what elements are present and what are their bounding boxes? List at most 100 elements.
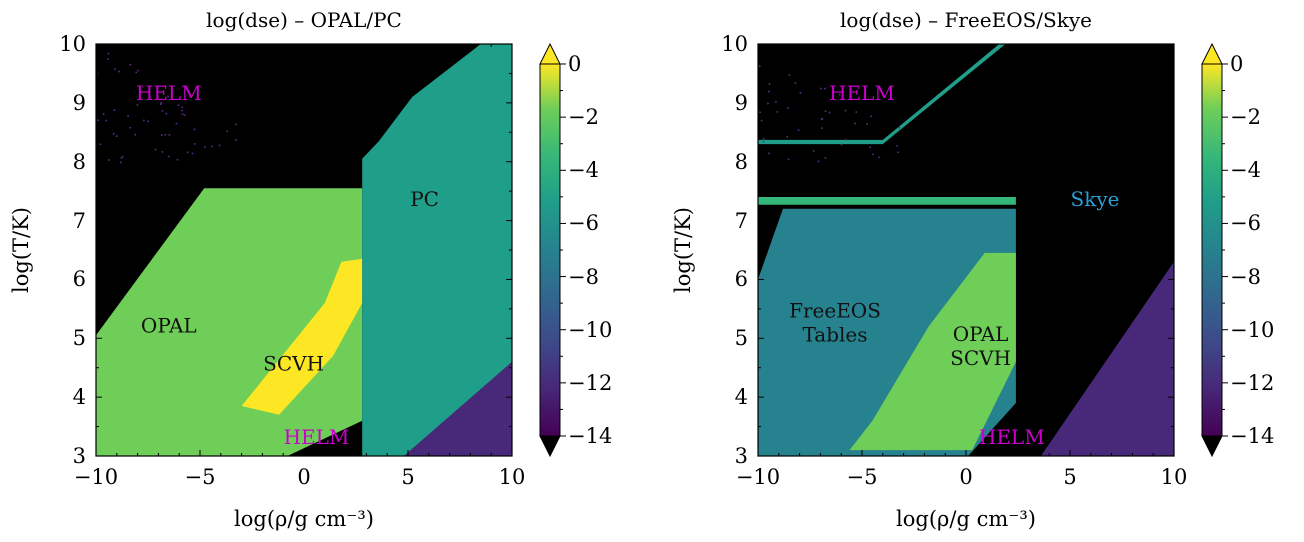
speckle-dot [181,113,184,115]
region-label: SCVH [263,352,324,376]
y-tick-label: 8 [73,150,86,174]
speckle-dot [154,148,157,151]
speckle-dot [821,127,823,129]
speckle-dot [824,157,827,159]
speckle-dot [799,92,802,94]
speckle-dot [767,102,769,105]
speckle-dot [136,104,139,106]
speckle-dot [768,83,771,85]
speckle-dot [102,113,105,115]
speckle-dot [869,146,872,148]
speckle-dot [135,71,137,74]
speckle-dot [762,140,765,143]
colorbar-tick-label: −14 [568,424,612,448]
region-label: HELM [136,81,202,105]
x-tick-label: 10 [1161,465,1188,489]
y-tick-label: 7 [73,209,86,233]
speckle-dot [854,122,856,125]
y-tick-label: 7 [735,209,748,233]
speckle-dot [788,74,791,76]
speckle-dot [191,152,194,155]
axis-ticks [95,43,513,457]
x-tick-label: 5 [401,465,414,489]
region-opal-scvh [849,252,1016,451]
region-labels: HELM Skye FreeEOS Tables OPAL SCVH HELM [789,81,1119,449]
speckle-dot [181,109,183,112]
y-tick-label: 5 [735,326,748,350]
colorbar-tick-label: −10 [1230,318,1274,342]
y-tick-label: 6 [73,267,86,291]
speckle-dot [181,106,184,109]
speckle-dot [193,143,196,145]
speckle-dot [235,139,237,141]
speckle-dot [820,87,822,90]
colorbar-tick-label: −8 [568,265,599,289]
data-regions [96,44,512,456]
colorbar-tick-label: −10 [568,318,612,342]
speckle-dot [787,107,789,109]
speckle-dot [113,109,116,111]
speckle-dot [137,69,139,72]
speckle-dot [114,68,116,70]
speckle-dot [768,90,770,93]
speckle-dot [786,136,789,138]
speckle-dot [159,103,162,105]
x-axis-label: log(ρ/g cm⁻³) [234,507,374,531]
region-skye-low [1040,261,1174,456]
speckle-dot [176,158,179,161]
speckle-dot [898,126,900,129]
speckle-dot [235,123,237,126]
colorbar-tick-label: −2 [568,105,599,129]
speckle-dot [878,156,880,159]
x-tick-label: 0 [297,465,310,489]
colorbar-gradient [539,63,561,437]
y-axis-label: log(T/K) [9,207,33,293]
speckle-dot [218,144,221,147]
speckle-dot [794,82,797,84]
region-labels: HELM OPAL SCVH PC HELM [136,81,439,449]
speckle-dot [120,157,123,159]
speckle-dot [167,95,169,98]
y-tick-label: 10 [59,32,86,56]
speckle-dot [175,122,178,125]
region-band-mid [758,197,1016,205]
region-label: PC [410,187,439,211]
region-scvh [241,258,363,415]
speckle-dot [177,104,180,106]
speckle-dot [121,155,124,158]
speckle-dot [160,134,163,136]
speckle-dot [165,112,168,115]
x-tick-label: −5 [847,465,878,489]
speckle-dot [127,115,129,117]
speckle-dot [186,151,189,154]
colorbar-tick-label: −4 [568,158,599,182]
speckle-dot [107,159,110,161]
x-tick-label: 0 [959,465,972,489]
y-tick-label: 8 [735,150,748,174]
colorbar: 0 −2 −4 −6 −8 −10 −12 −14 [539,42,612,458]
colorbar-tick-label: −12 [1230,371,1274,395]
speckle-dot [840,143,843,146]
speckle-dot [115,135,118,137]
speckle-dot [896,145,898,147]
speckle-dot [97,119,99,121]
chart-title: log(dse) – OPAL/PC [206,8,402,32]
speckle-dot [824,87,826,90]
colorbar-tick-label: −2 [1230,105,1261,129]
colorbar-tick-label: −12 [568,371,612,395]
colorbar-tick-label: −14 [1230,424,1274,448]
colorbar-extend-top [539,42,561,65]
colorbar: 0 −2 −4 −6 −8 −10 −12 −14 [1201,42,1274,458]
speckle-dot [866,123,868,125]
speckle-dot [120,161,122,164]
speckle-dot [147,120,149,123]
speckle-dot [118,70,120,73]
x-axis-label: log(ρ/g cm⁻³) [896,507,1036,531]
chart-right: log(dse) – FreeEOS/Skye −10 −5 0 5 10 3 … [671,8,1274,531]
speckle-dot [787,158,790,161]
region-pc [362,44,512,456]
colorbar-tick-label: −6 [568,211,599,235]
speckle-dot [844,109,847,112]
speckle-dot [161,151,164,153]
